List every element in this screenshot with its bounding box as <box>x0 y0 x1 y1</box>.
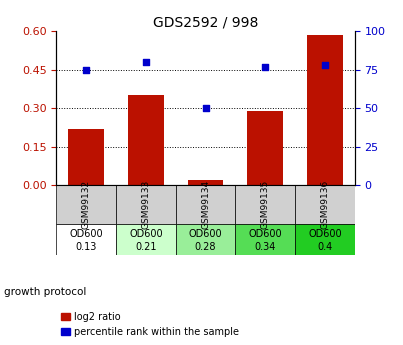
Bar <box>295 224 355 255</box>
Text: OD600: OD600 <box>69 229 103 239</box>
Text: 0.28: 0.28 <box>195 241 216 252</box>
Point <box>83 67 89 72</box>
Bar <box>235 224 295 255</box>
Legend: log2 ratio, percentile rank within the sample: log2 ratio, percentile rank within the s… <box>61 312 239 337</box>
Bar <box>176 185 235 224</box>
Bar <box>188 180 223 185</box>
Title: GDS2592 / 998: GDS2592 / 998 <box>153 16 258 30</box>
Bar <box>176 224 235 255</box>
Text: OD600: OD600 <box>248 229 282 239</box>
Point <box>202 105 209 111</box>
Bar <box>69 129 104 185</box>
Text: 0.4: 0.4 <box>317 241 332 252</box>
Text: 0.34: 0.34 <box>254 241 276 252</box>
Bar <box>116 185 176 224</box>
Bar <box>128 95 164 185</box>
Bar <box>247 111 283 185</box>
Bar <box>116 224 176 255</box>
Text: GSM99136: GSM99136 <box>320 180 329 229</box>
Text: 0.21: 0.21 <box>135 241 157 252</box>
Text: GSM99132: GSM99132 <box>82 180 91 229</box>
Text: OD600: OD600 <box>189 229 222 239</box>
Point <box>262 64 268 69</box>
Bar <box>56 185 116 224</box>
Text: GSM99135: GSM99135 <box>261 180 270 229</box>
Text: OD600: OD600 <box>129 229 163 239</box>
Point <box>143 59 149 65</box>
Bar <box>307 35 343 185</box>
Text: 0.13: 0.13 <box>75 241 97 252</box>
Text: GSM99133: GSM99133 <box>141 180 150 229</box>
Point <box>322 62 328 68</box>
Bar <box>295 185 355 224</box>
Text: OD600: OD600 <box>308 229 342 239</box>
Bar <box>56 224 116 255</box>
Text: growth protocol: growth protocol <box>4 287 86 296</box>
Bar <box>235 185 295 224</box>
Text: GSM99134: GSM99134 <box>201 180 210 229</box>
